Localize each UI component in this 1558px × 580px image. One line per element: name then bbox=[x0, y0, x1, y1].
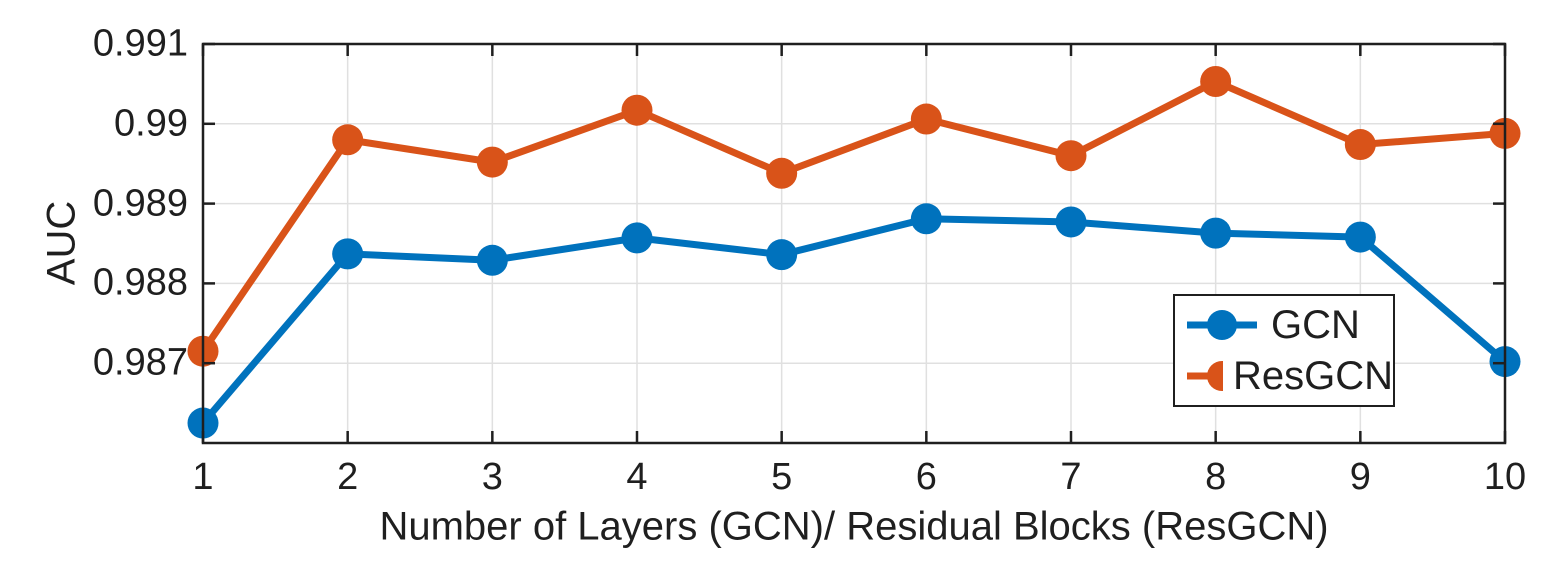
legend-label-gcn: GCN bbox=[1271, 303, 1360, 348]
y-tick-label-0.99: 0.99 bbox=[114, 102, 188, 145]
data-point-resgcn-4 bbox=[621, 94, 653, 126]
x-tick-label-1: 1 bbox=[192, 456, 214, 498]
y-tick-label-0.988: 0.988 bbox=[92, 261, 188, 304]
data-point-resgcn-6 bbox=[910, 103, 942, 135]
x-tick-label-6: 6 bbox=[915, 456, 937, 498]
legend-entry-resgcn: ResGCN bbox=[1183, 356, 1393, 396]
y-tick-label-0.991: 0.991 bbox=[92, 22, 188, 65]
x-tick-label-7: 7 bbox=[1060, 456, 1082, 498]
data-point-gcn-6 bbox=[910, 203, 942, 235]
data-point-gcn-2 bbox=[332, 238, 364, 270]
data-point-gcn-4 bbox=[621, 222, 653, 254]
data-point-gcn-5 bbox=[766, 239, 798, 271]
x-tick-label-5: 5 bbox=[771, 456, 793, 498]
x-tick-label-3: 3 bbox=[481, 456, 503, 498]
data-point-gcn-3 bbox=[476, 244, 508, 276]
x-axis-label: Number of Layers (GCN)/ Residual Blocks … bbox=[379, 504, 1329, 549]
x-tick-label-4: 4 bbox=[626, 456, 648, 498]
data-point-resgcn-8 bbox=[1200, 66, 1232, 98]
x-tick-label-10: 10 bbox=[1483, 456, 1527, 498]
legend-label-resgcn: ResGCN bbox=[1232, 353, 1393, 398]
resgcn-line-marker-icon bbox=[1187, 360, 1223, 391]
axes-box bbox=[201, 42, 1507, 445]
x-tick-label-2: 2 bbox=[337, 456, 359, 498]
data-point-resgcn-2 bbox=[332, 124, 364, 156]
data-point-resgcn-3 bbox=[476, 146, 508, 178]
legend-entry-gcn: GCN bbox=[1183, 305, 1393, 345]
x-tick-label-9: 9 bbox=[1349, 456, 1371, 498]
data-point-gcn-7 bbox=[1055, 206, 1087, 238]
data-point-resgcn-5 bbox=[766, 157, 798, 189]
data-point-resgcn-7 bbox=[1055, 140, 1087, 172]
data-point-gcn-9 bbox=[1344, 221, 1376, 253]
series-line-resgcn bbox=[200, 78, 1506, 354]
data-point-resgcn-9 bbox=[1344, 129, 1376, 161]
x-tick-label-8: 8 bbox=[1205, 456, 1227, 498]
y-tick-label-0.987: 0.987 bbox=[92, 341, 188, 384]
series-line-gcn bbox=[200, 215, 1508, 426]
legend: GCN ResGCN bbox=[1173, 294, 1395, 407]
y-tick-label-0.989: 0.989 bbox=[92, 182, 188, 225]
data-point-gcn-8 bbox=[1200, 217, 1232, 249]
gcn-line-marker-icon bbox=[1187, 310, 1257, 341]
